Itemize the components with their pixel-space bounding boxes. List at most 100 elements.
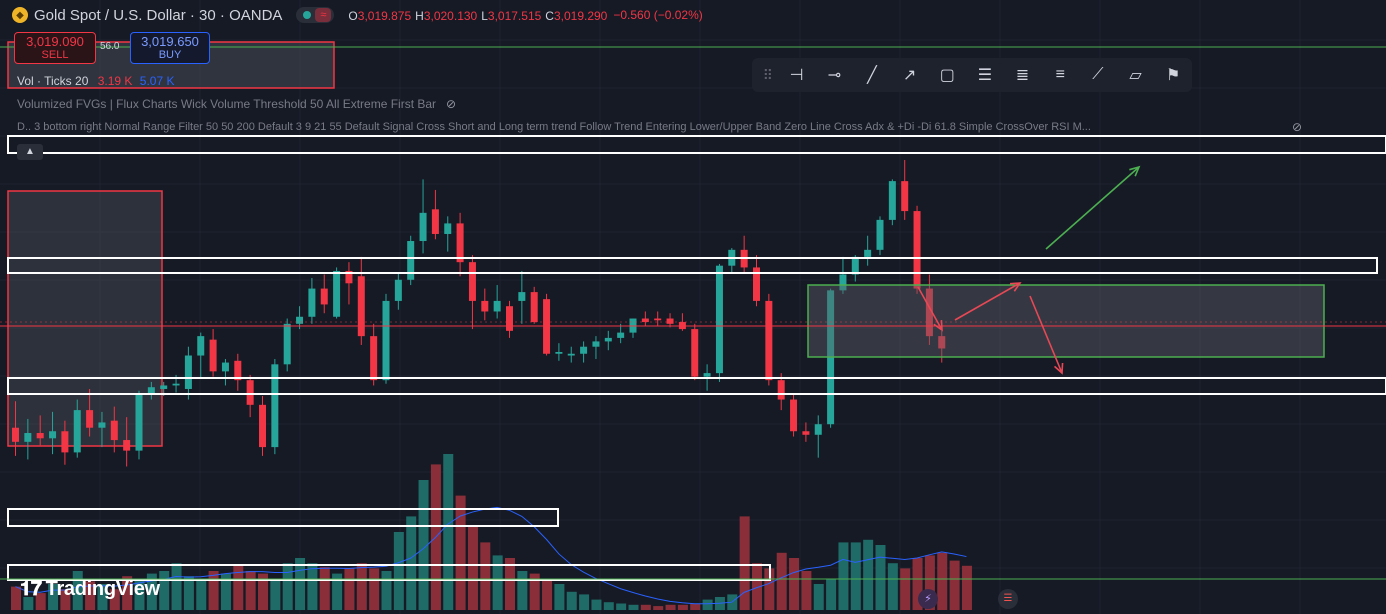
volume-bar: [369, 568, 380, 610]
candle-body: [666, 318, 674, 324]
collapse-legend-button[interactable]: ▲: [17, 144, 43, 160]
volume-bar: [875, 545, 886, 610]
fib-extension-icon[interactable]: ≡: [1055, 66, 1065, 83]
volume-bar: [35, 593, 46, 610]
volume-bar: [739, 516, 750, 610]
volume-bar: [752, 563, 762, 610]
eye-hidden-icon-2[interactable]: ⊘: [1292, 120, 1303, 134]
candle-body: [49, 431, 57, 439]
candle-body: [518, 292, 526, 301]
volume-bar: [245, 571, 256, 610]
path-icon[interactable]: ▱: [1129, 67, 1142, 84]
volume-bar: [11, 586, 21, 610]
trend-line-icon[interactable]: ╱: [867, 67, 877, 84]
parallel-channel-icon[interactable]: ☰: [977, 67, 993, 84]
brush-icon[interactable]: ⟋: [1092, 66, 1104, 83]
gold-coin-icon: ◆: [12, 7, 28, 23]
sell-price: 3,019.090: [26, 34, 84, 49]
fvg-zone: [807, 284, 1325, 358]
candle-body: [814, 424, 822, 435]
volume-bar: [949, 560, 960, 610]
candle-body: [419, 212, 427, 242]
candle-body: [468, 262, 476, 301]
volume-bar: [776, 552, 787, 610]
eye-hidden-icon[interactable]: ⊘: [446, 97, 457, 111]
horizontal-line-icon[interactable]: ⊸: [827, 67, 841, 84]
market-open-icon: [303, 11, 312, 19]
down-arrow-2: [1029, 295, 1063, 374]
volume-bar: [813, 584, 824, 610]
candle-body: [209, 339, 217, 372]
buy-button[interactable]: 3,019.650 BUY: [130, 32, 210, 64]
volume-bar: [603, 602, 614, 610]
volume-bar: [789, 558, 800, 610]
buy-label: BUY: [158, 49, 182, 61]
indicator-legend-2[interactable]: D.. 3 bottom right Normal Range Filter 5…: [17, 121, 1091, 133]
flag-icon[interactable]: ⚑: [1166, 67, 1181, 84]
candle-body: [407, 241, 415, 280]
resistance-band-top: [7, 135, 1386, 154]
rectangle-icon[interactable]: ▢: [939, 67, 955, 84]
candle-body: [86, 410, 94, 428]
volume-bar: [356, 563, 367, 610]
candle-body: [851, 256, 859, 275]
candle-body: [715, 265, 723, 374]
volume-legend[interactable]: Vol · Ticks 20 3.19 K 5.07 K: [17, 74, 174, 88]
arrow-icon[interactable]: ↗: [902, 67, 917, 84]
volume-bar: [961, 565, 972, 610]
ohlc-high: H3,020.130: [415, 8, 478, 23]
down-arrow-2-head: [1053, 362, 1064, 375]
candle-body: [888, 181, 896, 220]
candle-body: [567, 353, 575, 356]
volume-bar: [183, 576, 194, 610]
indicator-legend-1[interactable]: Volumized FVGs | Flux Charts Wick Volume…: [17, 97, 456, 111]
volume-bar: [134, 578, 145, 610]
volume-bar: [912, 558, 923, 610]
volume-value-red: 3.19 K: [97, 74, 133, 88]
candle-body: [160, 385, 168, 389]
candle-body: [456, 223, 464, 263]
us-flag-icon[interactable]: ☰: [998, 589, 1018, 609]
candle-body: [691, 329, 699, 377]
volume-band-2: [7, 564, 771, 581]
volume-bar: [332, 573, 343, 610]
bullish-arrow-head: [1129, 165, 1141, 177]
market-status-pill[interactable]: ≈: [296, 7, 335, 23]
candle-body: [172, 383, 180, 386]
resistance-band: [7, 257, 1378, 274]
volume-bar: [344, 568, 355, 610]
volume-bar: [443, 454, 454, 610]
candle-body: [283, 323, 291, 365]
volume-bar: [60, 589, 71, 610]
volume-bar: [418, 480, 429, 610]
volume-bar: [97, 584, 108, 610]
candle-body: [703, 373, 711, 377]
volume-bar: [270, 578, 281, 610]
ray-tool-icon[interactable]: ⊣: [789, 67, 804, 84]
fib-retracement-icon[interactable]: ≣: [1015, 67, 1030, 84]
tradingview-logo[interactable]: 𝟏𝟕 TradingView: [20, 578, 160, 601]
ohlc-low: L3,017.515: [481, 8, 542, 23]
volume-bar: [220, 573, 231, 610]
candle-body: [73, 410, 81, 453]
volume-bar: [640, 604, 651, 610]
drag-handle-icon[interactable]: ⠿: [762, 66, 774, 83]
up-arrow: [954, 282, 1021, 321]
candle-body: [197, 336, 205, 356]
symbol-title[interactable]: Gold Spot / U.S. Dollar · 30 · OANDA: [34, 6, 283, 24]
volume-bar: [838, 542, 849, 610]
candle-body: [221, 362, 229, 372]
candle-body: [580, 346, 588, 354]
wave-icon: ≈: [315, 8, 332, 22]
tradingview-wordmark: TradingView: [45, 578, 160, 600]
volume-bar: [554, 584, 565, 610]
candle-body: [24, 433, 32, 442]
candle-body: [382, 300, 390, 381]
volume-bar: [924, 555, 935, 610]
lightning-icon[interactable]: ⚡: [918, 589, 938, 609]
volume-bar: [307, 563, 318, 610]
candle-body: [123, 440, 131, 451]
price-change: −0.560 (−0.02%): [613, 8, 703, 22]
sell-button[interactable]: 3,019.090 SELL: [14, 32, 96, 64]
